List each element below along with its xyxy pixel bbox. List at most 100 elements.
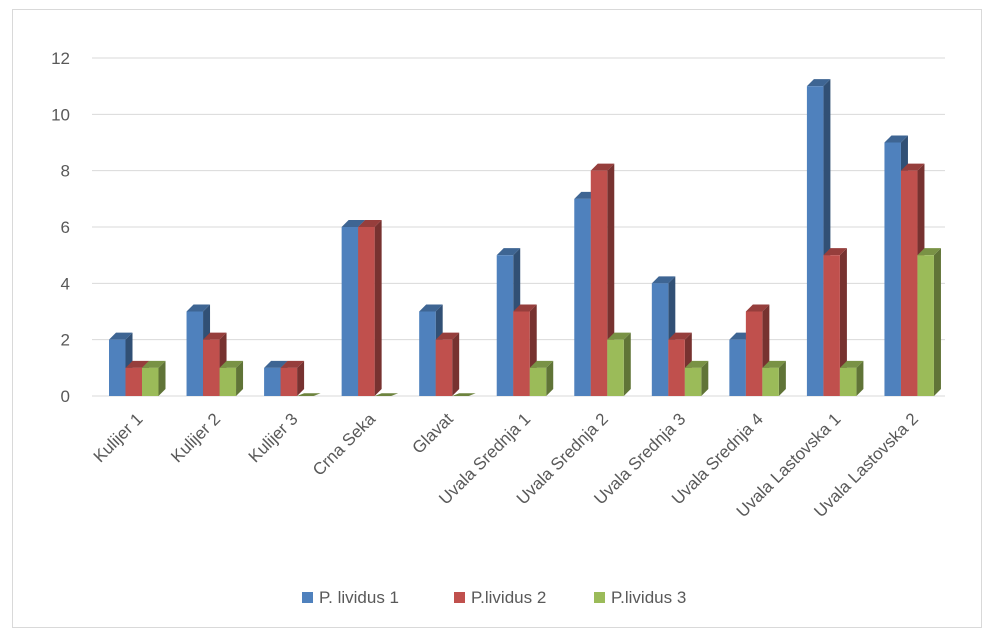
bar-top — [762, 360, 786, 368]
bar-side — [856, 360, 864, 396]
bar-front — [745, 311, 763, 396]
bar-front — [341, 227, 359, 396]
bar-top — [607, 332, 631, 340]
bar — [374, 393, 399, 396]
bar-top — [435, 332, 460, 340]
bar-front — [496, 255, 514, 396]
bar-front — [684, 367, 702, 396]
bar-front — [884, 142, 901, 396]
bar-side — [701, 360, 709, 396]
bar-side — [297, 360, 305, 396]
bar — [358, 220, 382, 396]
bar-top — [839, 360, 864, 368]
bar-front — [917, 255, 934, 396]
bar — [142, 360, 166, 396]
bar-top — [125, 360, 149, 368]
bar-top — [745, 304, 770, 312]
legend-swatch — [594, 592, 605, 603]
y-tick-label: 6 — [61, 218, 70, 237]
x-tick-label: Kulijer 2 — [167, 409, 224, 466]
bar-top — [374, 393, 399, 396]
bar-top — [264, 360, 288, 368]
bar — [839, 360, 864, 396]
bar-top — [529, 360, 554, 368]
legend-swatch — [302, 592, 313, 603]
bar — [297, 393, 321, 396]
bar-top — [142, 360, 166, 368]
bar-front — [762, 367, 779, 396]
bar — [219, 360, 244, 396]
bar-front — [529, 367, 547, 396]
bar-top — [186, 304, 211, 312]
bar-front — [839, 367, 857, 396]
y-tick-label: 8 — [61, 162, 70, 181]
bar-top — [280, 360, 305, 368]
bar-top — [668, 332, 692, 340]
bar-top — [219, 360, 244, 368]
chart-frame — [12, 9, 982, 628]
bar-front — [823, 255, 840, 396]
bar-top — [109, 332, 133, 340]
bar-top — [297, 393, 321, 396]
bar-top — [452, 393, 476, 396]
bar-front — [186, 311, 204, 396]
bar-side — [158, 360, 166, 396]
bar-front — [513, 311, 530, 396]
bar-top — [203, 332, 227, 340]
x-tick-label: Glavat — [409, 409, 457, 457]
bar-side — [778, 360, 786, 396]
bar-side — [933, 248, 941, 396]
bar-front — [125, 367, 142, 396]
legend-swatch — [454, 592, 465, 603]
y-tick-label: 2 — [61, 331, 70, 350]
bar — [203, 332, 227, 396]
bar-front — [109, 339, 126, 396]
bar-top — [651, 276, 676, 284]
legend-label: P.lividus 3 — [611, 588, 686, 607]
bar-side — [374, 220, 382, 396]
bar-top — [358, 220, 382, 227]
y-tick-label: 0 — [61, 387, 70, 406]
bar-front — [203, 339, 220, 396]
bar-top — [900, 163, 925, 171]
bar-front — [806, 86, 824, 397]
bar — [684, 360, 709, 396]
bar-top — [884, 135, 908, 143]
bar-front — [280, 367, 298, 396]
x-tick-label: Crna Seka — [309, 409, 380, 480]
bar-front — [607, 339, 624, 396]
bar-front — [264, 367, 281, 396]
bar-side — [623, 332, 631, 396]
bar-top — [341, 220, 366, 227]
bar-top — [806, 79, 831, 87]
bar — [823, 248, 847, 396]
bar-front — [358, 227, 375, 396]
bar-side — [452, 332, 460, 396]
bar-front — [651, 283, 669, 396]
bar — [435, 332, 460, 396]
bar — [280, 360, 305, 396]
bar-front — [219, 367, 237, 396]
bar-front — [900, 170, 918, 396]
bar-top — [496, 248, 521, 256]
bar-front — [668, 339, 685, 396]
bar-top — [684, 360, 709, 368]
y-tick-label: 10 — [51, 105, 70, 124]
legend-label: P. lividus 1 — [319, 588, 399, 607]
bar-front — [142, 367, 159, 396]
legend-label: P.lividus 2 — [471, 588, 546, 607]
bar — [607, 332, 631, 396]
bar-front — [590, 170, 608, 396]
bar-top — [419, 304, 443, 312]
bar-front — [574, 198, 591, 396]
x-tick-label: Kulijer 3 — [245, 409, 302, 466]
bar-side — [546, 360, 554, 396]
bar-side — [839, 248, 847, 396]
bar-top — [513, 304, 537, 312]
bar-top — [590, 163, 615, 171]
x-tick-label: Kulijer 1 — [90, 409, 147, 466]
y-tick-label: 12 — [51, 49, 70, 68]
bar-front — [729, 339, 746, 396]
bar — [452, 393, 476, 396]
